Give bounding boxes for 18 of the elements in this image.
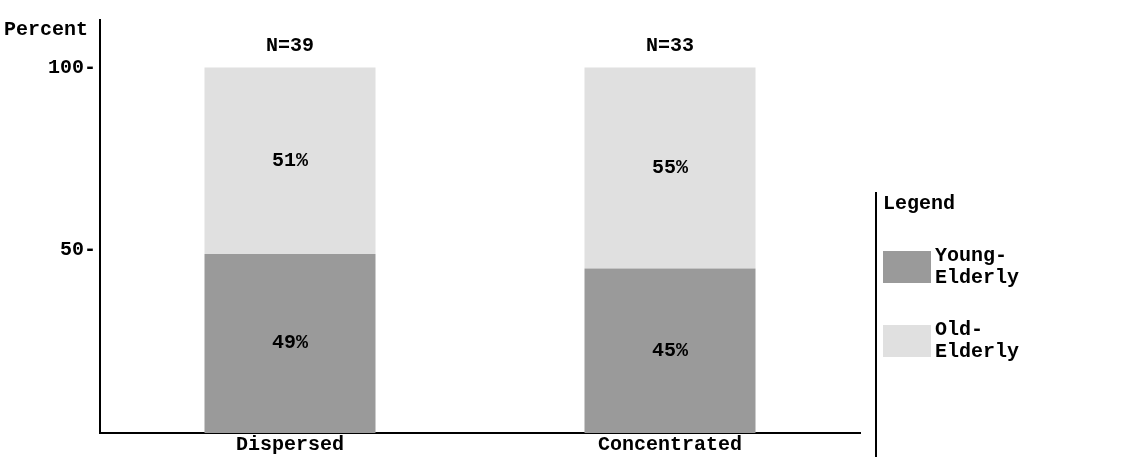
bar <box>204 253 376 433</box>
legend-title: Legend <box>883 192 956 215</box>
y-axis-title: Percent <box>4 18 89 41</box>
bar <box>584 67 756 269</box>
data-label: 45% <box>651 338 689 362</box>
annotation: N=39 <box>265 33 315 57</box>
data-label: 49% <box>271 331 309 355</box>
x-tick-label: Dispersed <box>235 433 345 457</box>
legend-label: Young-Elderly <box>935 244 1020 289</box>
annotation: N=33 <box>645 33 695 57</box>
legend-label: Old-Elderly <box>935 318 1020 363</box>
x-tick-label: Concentrated <box>597 433 743 457</box>
y-tick-label: 50- <box>59 238 96 262</box>
bar <box>204 67 376 254</box>
data-label: 51% <box>271 148 309 172</box>
y-tick-label: 100- <box>47 55 96 79</box>
data-label: 55% <box>651 156 689 180</box>
bar <box>584 268 756 433</box>
